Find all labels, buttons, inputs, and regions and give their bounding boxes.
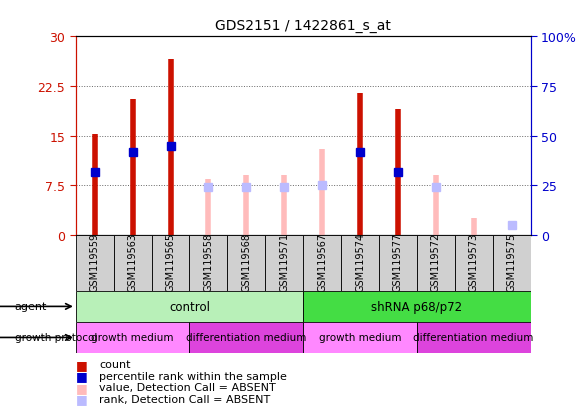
Text: GSM119558: GSM119558 <box>203 233 213 292</box>
Text: count: count <box>99 359 131 369</box>
Text: GSM119577: GSM119577 <box>393 233 403 292</box>
Bar <box>379 235 417 291</box>
Bar <box>341 235 379 291</box>
Text: growth medium: growth medium <box>92 332 174 343</box>
Text: differentiation medium: differentiation medium <box>413 332 534 343</box>
Text: differentiation medium: differentiation medium <box>186 332 307 343</box>
Text: percentile rank within the sample: percentile rank within the sample <box>99 371 287 381</box>
Text: GSM119559: GSM119559 <box>90 233 100 292</box>
Bar <box>189 322 303 353</box>
Text: GSM119567: GSM119567 <box>317 233 327 292</box>
Text: agent: agent <box>15 301 47 311</box>
Text: growth medium: growth medium <box>319 332 401 343</box>
Text: growth protocol: growth protocol <box>15 332 97 342</box>
Bar <box>417 322 531 353</box>
Text: GSM119574: GSM119574 <box>355 233 365 292</box>
Bar <box>114 235 152 291</box>
Bar <box>76 235 114 291</box>
Text: control: control <box>169 300 210 313</box>
Text: GSM119572: GSM119572 <box>431 233 441 292</box>
Text: GSM119575: GSM119575 <box>507 233 517 292</box>
Text: GSM119573: GSM119573 <box>469 233 479 292</box>
Bar <box>76 291 303 322</box>
Bar <box>303 235 341 291</box>
Bar <box>455 235 493 291</box>
Text: GSM119571: GSM119571 <box>279 233 289 292</box>
Bar <box>227 235 265 291</box>
Bar <box>417 235 455 291</box>
Text: value, Detection Call = ABSENT: value, Detection Call = ABSENT <box>99 382 276 392</box>
Text: shRNA p68/p72: shRNA p68/p72 <box>371 300 462 313</box>
Text: ■: ■ <box>76 358 87 371</box>
Bar <box>303 291 531 322</box>
Bar <box>265 235 303 291</box>
Text: GSM119568: GSM119568 <box>241 233 251 292</box>
Text: GSM119563: GSM119563 <box>128 233 138 292</box>
Bar <box>152 235 189 291</box>
Bar <box>493 235 531 291</box>
Bar <box>76 322 189 353</box>
Text: GSM119565: GSM119565 <box>166 233 175 292</box>
Text: ■: ■ <box>76 381 87 394</box>
Bar <box>303 322 417 353</box>
Text: rank, Detection Call = ABSENT: rank, Detection Call = ABSENT <box>99 394 271 404</box>
Title: GDS2151 / 1422861_s_at: GDS2151 / 1422861_s_at <box>215 19 391 33</box>
Text: ■: ■ <box>76 392 87 406</box>
Bar <box>189 235 227 291</box>
Text: ■: ■ <box>76 369 87 382</box>
